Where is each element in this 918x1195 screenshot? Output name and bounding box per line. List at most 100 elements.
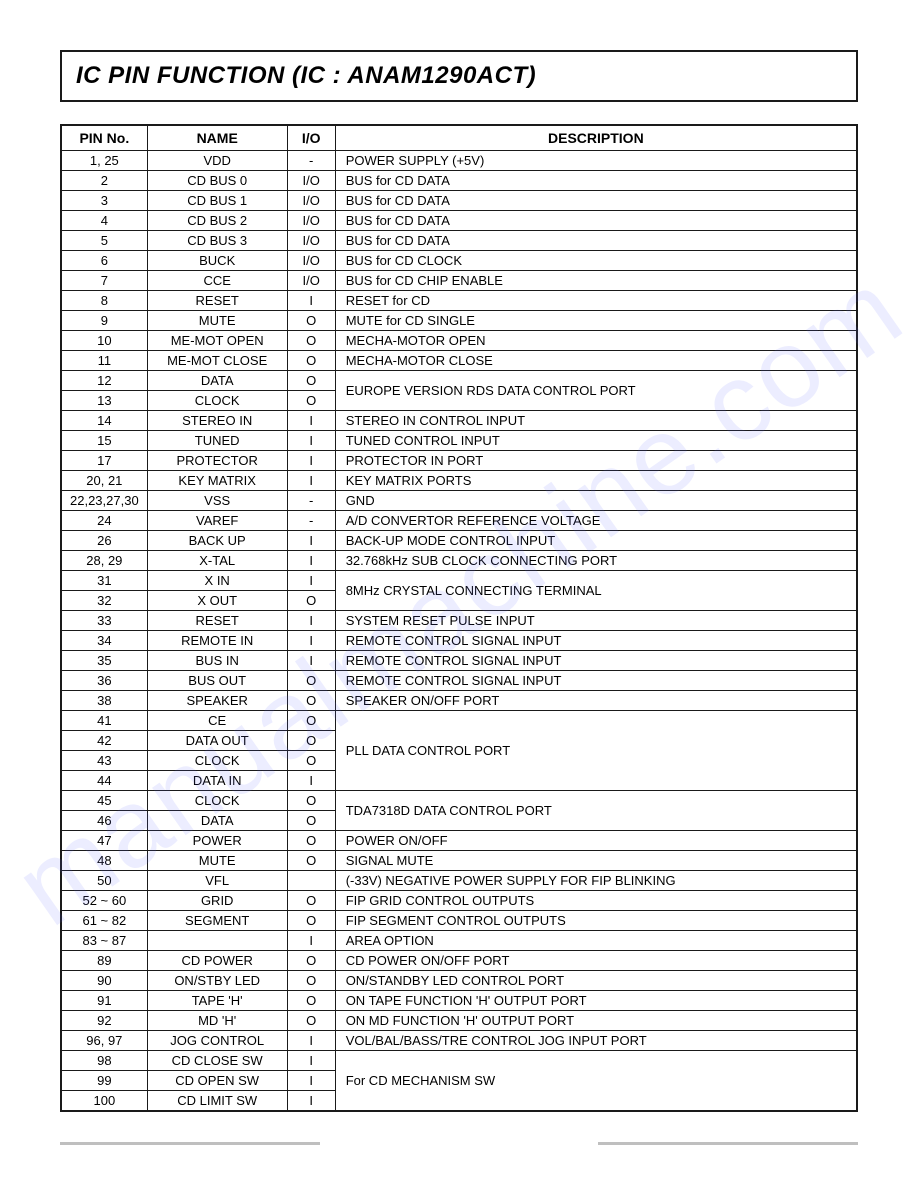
cell-io: O (287, 671, 335, 691)
cell-io: I/O (287, 271, 335, 291)
cell-io: O (287, 391, 335, 411)
cell-pin: 34 (61, 631, 147, 651)
cell-description: VOL/BAL/BASS/TRE CONTROL JOG INPUT PORT (335, 1031, 857, 1051)
cell-pin: 26 (61, 531, 147, 551)
cell-name: CLOCK (147, 791, 287, 811)
cell-io: I (287, 1071, 335, 1091)
cell-description: 8MHz CRYSTAL CONNECTING TERMINAL (335, 571, 857, 611)
cell-description: SPEAKER ON/OFF PORT (335, 691, 857, 711)
cell-description: POWER ON/OFF (335, 831, 857, 851)
cell-pin: 42 (61, 731, 147, 751)
cell-name: MD 'H' (147, 1011, 287, 1031)
cell-io: O (287, 371, 335, 391)
cell-name: STEREO IN (147, 411, 287, 431)
table-row: 47POWEROPOWER ON/OFF (61, 831, 857, 851)
cell-pin: 96, 97 (61, 1031, 147, 1051)
table-row: 20, 21KEY MATRIXIKEY MATRIX PORTS (61, 471, 857, 491)
table-row: 8RESETIRESET for CD (61, 291, 857, 311)
cell-io: O (287, 331, 335, 351)
table-row: 12DATAOEUROPE VERSION RDS DATA CONTROL P… (61, 371, 857, 391)
cell-io: O (287, 351, 335, 371)
title-box: IC PIN FUNCTION (IC : ANAM1290ACT) (60, 50, 858, 102)
table-row: 10ME-MOT OPENOMECHA-MOTOR OPEN (61, 331, 857, 351)
cell-name: ME-MOT OPEN (147, 331, 287, 351)
cell-name: CD OPEN SW (147, 1071, 287, 1091)
cell-description: REMOTE CONTROL SIGNAL INPUT (335, 631, 857, 651)
table-row: 45CLOCKOTDA7318D DATA CONTROL PORT (61, 791, 857, 811)
cell-io: I (287, 451, 335, 471)
cell-io: O (287, 591, 335, 611)
cell-name: DATA IN (147, 771, 287, 791)
cell-name: BUCK (147, 251, 287, 271)
cell-io: O (287, 971, 335, 991)
cell-description: CD POWER ON/OFF PORT (335, 951, 857, 971)
cell-name: VSS (147, 491, 287, 511)
cell-description: ON/STANDBY LED CONTROL PORT (335, 971, 857, 991)
cell-pin: 8 (61, 291, 147, 311)
cell-description: BUS for CD DATA (335, 211, 857, 231)
cell-pin: 3 (61, 191, 147, 211)
table-row: 83 ~ 87IAREA OPTION (61, 931, 857, 951)
cell-pin: 24 (61, 511, 147, 531)
cell-io: I/O (287, 251, 335, 271)
table-row: 38SPEAKEROSPEAKER ON/OFF PORT (61, 691, 857, 711)
cell-io: O (287, 891, 335, 911)
cell-name: DATA (147, 811, 287, 831)
pin-function-table: PIN No. NAME I/O DESCRIPTION 1, 25VDD-PO… (60, 124, 858, 1112)
footer-rule-right (598, 1142, 858, 1145)
cell-description: For CD MECHANISM SW (335, 1051, 857, 1112)
cell-description: REMOTE CONTROL SIGNAL INPUT (335, 671, 857, 691)
cell-io: O (287, 731, 335, 751)
cell-io: O (287, 691, 335, 711)
cell-io: I (287, 631, 335, 651)
footer-rules (60, 1142, 858, 1145)
table-row: 11ME-MOT CLOSEOMECHA-MOTOR CLOSE (61, 351, 857, 371)
cell-io: I (287, 471, 335, 491)
cell-description: TUNED CONTROL INPUT (335, 431, 857, 451)
table-row: 98CD CLOSE SWIFor CD MECHANISM SW (61, 1051, 857, 1071)
table-row: 41CEOPLL DATA CONTROL PORT (61, 711, 857, 731)
cell-io: I (287, 291, 335, 311)
cell-description: PROTECTOR IN PORT (335, 451, 857, 471)
table-row: 33RESETISYSTEM RESET PULSE INPUT (61, 611, 857, 631)
cell-pin: 36 (61, 671, 147, 691)
cell-name: RESET (147, 611, 287, 631)
cell-pin: 44 (61, 771, 147, 791)
cell-name: CD BUS 1 (147, 191, 287, 211)
cell-name: DATA (147, 371, 287, 391)
cell-io: - (287, 151, 335, 171)
cell-io: I (287, 571, 335, 591)
cell-name: CD BUS 2 (147, 211, 287, 231)
cell-description: 32.768kHz SUB CLOCK CONNECTING PORT (335, 551, 857, 571)
cell-name: SEGMENT (147, 911, 287, 931)
cell-io: I (287, 411, 335, 431)
table-row: 35BUS INIREMOTE CONTROL SIGNAL INPUT (61, 651, 857, 671)
table-row: 4CD BUS 2I/OBUS for CD DATA (61, 211, 857, 231)
cell-description: PLL DATA CONTROL PORT (335, 711, 857, 791)
cell-io: O (287, 851, 335, 871)
cell-io: - (287, 511, 335, 531)
cell-pin: 32 (61, 591, 147, 611)
cell-description: EUROPE VERSION RDS DATA CONTROL PORT (335, 371, 857, 411)
cell-pin: 38 (61, 691, 147, 711)
cell-name: CD BUS 3 (147, 231, 287, 251)
cell-io: I (287, 551, 335, 571)
cell-pin: 43 (61, 751, 147, 771)
cell-name: PROTECTOR (147, 451, 287, 471)
cell-pin: 11 (61, 351, 147, 371)
cell-pin: 48 (61, 851, 147, 871)
cell-io: O (287, 811, 335, 831)
cell-description: FIP GRID CONTROL OUTPUTS (335, 891, 857, 911)
table-row: 36BUS OUTOREMOTE CONTROL SIGNAL INPUT (61, 671, 857, 691)
table-row: 2CD BUS 0I/OBUS for CD DATA (61, 171, 857, 191)
cell-pin: 61 ~ 82 (61, 911, 147, 931)
cell-io (287, 871, 335, 891)
cell-pin: 92 (61, 1011, 147, 1031)
cell-description: BUS for CD CHIP ENABLE (335, 271, 857, 291)
cell-io: I (287, 1031, 335, 1051)
cell-pin: 47 (61, 831, 147, 851)
cell-pin: 31 (61, 571, 147, 591)
cell-description: SYSTEM RESET PULSE INPUT (335, 611, 857, 631)
cell-pin: 98 (61, 1051, 147, 1071)
cell-name: DATA OUT (147, 731, 287, 751)
